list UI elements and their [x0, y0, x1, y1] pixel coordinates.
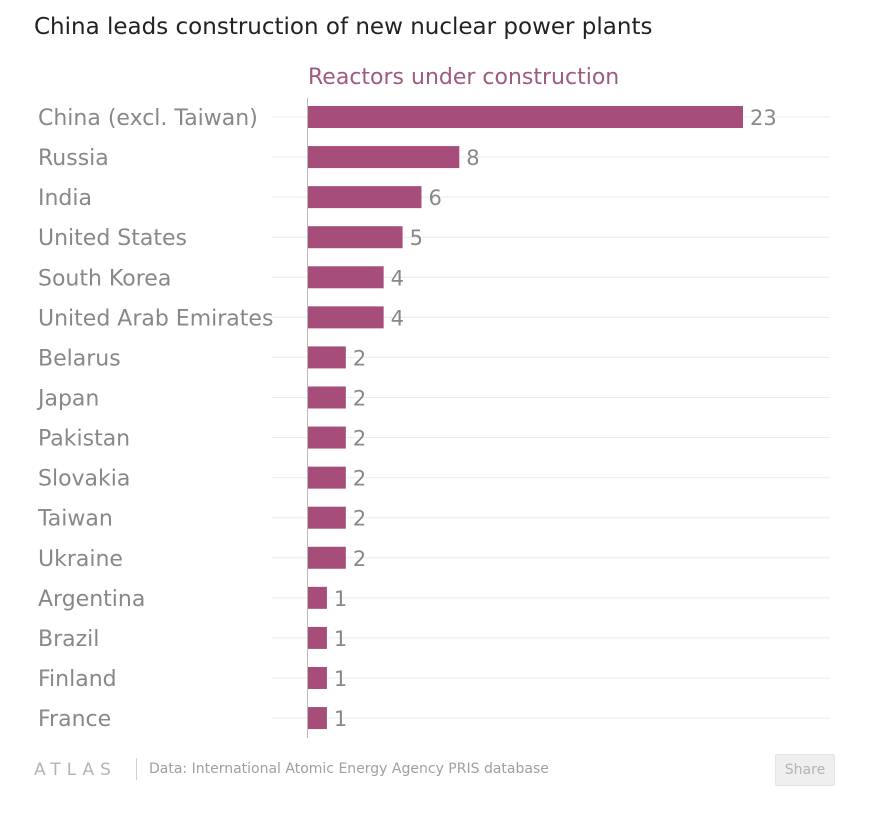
bar[interactable]: [308, 546, 346, 569]
category-label: Russia: [38, 146, 109, 171]
bar[interactable]: [308, 466, 346, 489]
category-label: France: [38, 707, 111, 732]
value-label: 2: [353, 507, 366, 531]
category-label: Slovakia: [38, 467, 130, 492]
value-label: 23: [750, 106, 777, 130]
bar[interactable]: [308, 346, 346, 369]
value-label: 4: [391, 306, 404, 330]
footer-divider: [136, 758, 137, 780]
value-label: 6: [428, 186, 441, 210]
value-label: 1: [334, 627, 347, 651]
category-label: Finland: [38, 667, 117, 692]
source-note: Data: International Atomic Energy Agency…: [149, 761, 549, 777]
category-label: United States: [38, 226, 187, 251]
bar[interactable]: [308, 426, 346, 449]
category-label: China (excl. Taiwan): [38, 106, 258, 131]
bar[interactable]: [308, 226, 403, 249]
value-label: 5: [410, 226, 423, 250]
share-button[interactable]: Share: [775, 754, 835, 786]
bar[interactable]: [308, 586, 327, 609]
category-label: Belarus: [38, 346, 121, 371]
value-label: 1: [334, 707, 347, 731]
category-label: Argentina: [38, 587, 145, 612]
value-label: 1: [334, 587, 347, 611]
value-label: 2: [353, 467, 366, 491]
value-label: 2: [353, 427, 366, 451]
category-label: South Korea: [38, 266, 171, 291]
value-label: 8: [466, 146, 479, 170]
bar[interactable]: [308, 506, 346, 529]
bar[interactable]: [308, 386, 346, 409]
value-label: 2: [353, 386, 366, 410]
value-label: 1: [334, 667, 347, 691]
footer: ATLAS Data: International Atomic Energy …: [34, 754, 854, 786]
bars-group: China (excl. Taiwan) 23 Russia 8 India 6 Unite…: [36, 106, 777, 732]
value-label: 2: [353, 346, 366, 370]
bar[interactable]: [308, 146, 460, 169]
category-label: Taiwan: [37, 507, 113, 532]
bar[interactable]: [308, 707, 327, 730]
value-label: 2: [353, 547, 366, 571]
category-label: Brazil: [38, 627, 99, 652]
value-label: 4: [391, 266, 404, 290]
category-label: Pakistan: [38, 427, 130, 452]
chart-title: China leads construction of new nuclear …: [34, 14, 653, 40]
atlas-logo[interactable]: ATLAS: [34, 760, 117, 780]
category-label: Japan: [36, 386, 99, 411]
bar-chart: Reactors under construction China (excl.…: [36, 65, 830, 738]
bar[interactable]: [308, 266, 384, 289]
category-label: India: [38, 186, 92, 211]
series-label: Reactors under construction: [308, 65, 619, 90]
category-label: United Arab Emirates: [38, 306, 273, 331]
category-label: Ukraine: [38, 547, 123, 572]
bar[interactable]: [308, 186, 422, 209]
bar[interactable]: [308, 626, 327, 649]
bar[interactable]: [308, 666, 327, 689]
bar[interactable]: [308, 106, 743, 128]
bar[interactable]: [308, 306, 384, 329]
